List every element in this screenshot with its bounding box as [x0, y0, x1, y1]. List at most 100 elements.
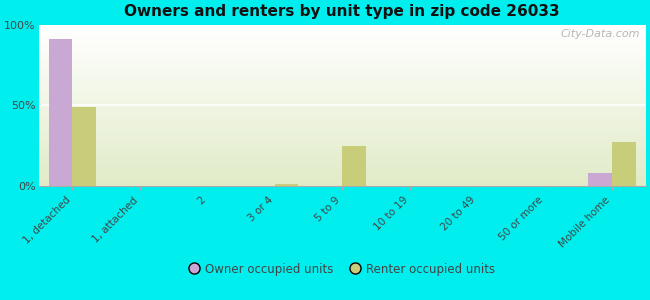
Bar: [38, 38, 646, 39]
Bar: [38, 82, 646, 83]
Bar: [38, 115, 646, 116]
Bar: [38, 167, 646, 168]
Bar: [38, 158, 646, 159]
Bar: [38, 117, 646, 118]
Bar: [38, 148, 646, 149]
Bar: [38, 32, 646, 33]
Bar: [38, 159, 646, 160]
Bar: [38, 142, 646, 143]
Bar: [38, 120, 646, 121]
Bar: [38, 174, 646, 175]
Bar: [38, 48, 646, 49]
Bar: [38, 44, 646, 45]
Bar: [38, 179, 646, 180]
Bar: [38, 96, 646, 97]
Legend: Owner occupied units, Renter occupied units: Owner occupied units, Renter occupied un…: [185, 258, 500, 280]
Bar: [38, 30, 646, 31]
Bar: [38, 81, 646, 82]
Bar: [38, 123, 646, 124]
Bar: [38, 114, 646, 115]
Bar: [38, 35, 646, 36]
Bar: [38, 68, 646, 69]
Bar: [38, 107, 646, 108]
Bar: [38, 180, 646, 181]
Bar: [38, 75, 646, 76]
Bar: [38, 62, 646, 63]
Bar: [38, 77, 646, 78]
Bar: [38, 147, 646, 148]
Bar: [38, 56, 646, 57]
Bar: [38, 95, 646, 96]
Bar: [38, 71, 646, 72]
Bar: [38, 64, 646, 65]
Bar: [38, 66, 646, 67]
Bar: [38, 130, 646, 131]
Bar: [38, 41, 646, 42]
Bar: [72, 107, 96, 186]
Bar: [38, 40, 646, 41]
Bar: [38, 76, 646, 77]
Bar: [38, 155, 646, 156]
Bar: [38, 144, 646, 145]
Bar: [38, 122, 646, 123]
Bar: [38, 135, 646, 136]
Bar: [38, 53, 646, 54]
Bar: [38, 31, 646, 32]
Bar: [38, 63, 646, 64]
Bar: [38, 131, 646, 132]
Bar: [38, 59, 646, 60]
Bar: [38, 29, 646, 30]
Bar: [38, 83, 646, 84]
Bar: [38, 154, 646, 155]
Bar: [38, 162, 646, 163]
Bar: [49, 39, 72, 186]
Bar: [38, 164, 646, 165]
Bar: [38, 172, 646, 173]
Bar: [38, 109, 646, 110]
Bar: [38, 106, 646, 107]
Bar: [38, 89, 646, 90]
Bar: [38, 69, 646, 70]
Bar: [38, 152, 646, 153]
Bar: [38, 173, 646, 174]
Bar: [38, 27, 646, 28]
Bar: [38, 67, 646, 68]
Bar: [38, 143, 646, 144]
Bar: [38, 136, 646, 137]
Bar: [38, 26, 646, 27]
Bar: [38, 175, 646, 176]
Bar: [342, 146, 366, 186]
Bar: [38, 161, 646, 162]
Bar: [38, 102, 646, 103]
Bar: [38, 88, 646, 89]
Bar: [38, 170, 646, 171]
Bar: [38, 113, 646, 114]
Bar: [38, 178, 646, 179]
Bar: [38, 42, 646, 43]
Bar: [588, 173, 612, 186]
Bar: [38, 92, 646, 93]
Bar: [38, 121, 646, 122]
Bar: [38, 138, 646, 139]
Bar: [38, 168, 646, 169]
Bar: [38, 90, 646, 91]
Bar: [38, 101, 646, 102]
Bar: [38, 103, 646, 104]
Bar: [38, 57, 646, 58]
Bar: [38, 84, 646, 85]
Bar: [38, 140, 646, 141]
Bar: [38, 86, 646, 87]
Bar: [38, 165, 646, 166]
Bar: [38, 182, 646, 183]
Bar: [38, 58, 646, 59]
Bar: [38, 100, 646, 101]
Bar: [38, 156, 646, 157]
Bar: [38, 49, 646, 50]
Bar: [38, 72, 646, 73]
Bar: [38, 78, 646, 79]
Bar: [38, 157, 646, 158]
Bar: [38, 125, 646, 126]
Bar: [38, 98, 646, 99]
Bar: [38, 129, 646, 130]
Bar: [38, 105, 646, 106]
